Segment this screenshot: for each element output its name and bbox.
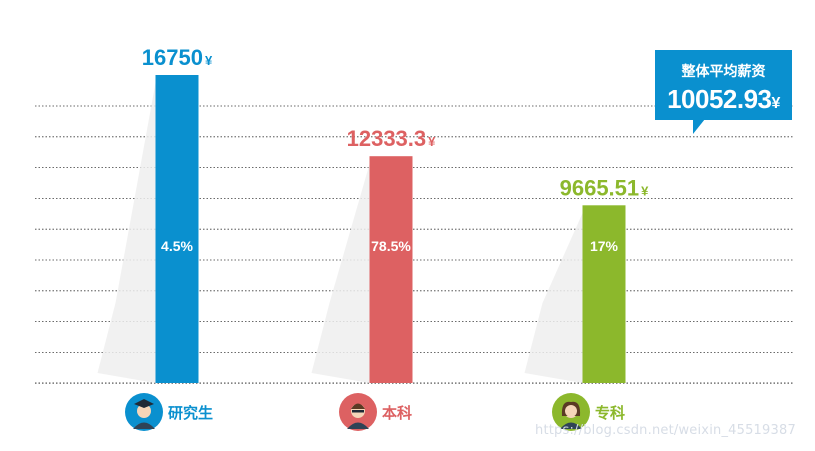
- bar-shadow: [524, 213, 583, 383]
- value-currency: ¥: [205, 53, 213, 68]
- callout-currency: ¥: [771, 95, 781, 112]
- value-label: 9665.51 ¥: [560, 175, 650, 200]
- associate-avatar-icon: [552, 393, 590, 431]
- bar: [155, 75, 199, 383]
- value-currency: ¥: [428, 134, 436, 149]
- average-salary-callout: 整体平均薪资 10052.93¥: [655, 50, 792, 134]
- value-number: 12333.3: [347, 126, 427, 151]
- value-currency: ¥: [641, 183, 649, 198]
- callout-value-wrap: 10052.93¥: [655, 84, 792, 115]
- category-label: 专科: [595, 404, 625, 422]
- bar-shadow: [97, 83, 156, 383]
- value-label: 12333.3 ¥: [347, 126, 437, 151]
- share-labels: 4.5% 78.5% 17%: [161, 238, 619, 254]
- category-labels: 研究生 本科 专科: [125, 393, 625, 431]
- share-label: 78.5%: [371, 238, 411, 254]
- category-label: 本科: [382, 404, 412, 422]
- bars: [155, 75, 626, 383]
- share-label: 17%: [590, 238, 619, 254]
- watermark: https://blog.csdn.net/weixin_45519387: [535, 423, 796, 438]
- bachelor-avatar-icon: [339, 393, 377, 431]
- value-number: 16750: [142, 45, 203, 70]
- bar: [369, 156, 413, 383]
- category-label: 研究生: [168, 404, 213, 422]
- bar: [582, 205, 626, 383]
- value-number: 9665.51: [560, 175, 640, 200]
- callout-title: 整体平均薪资: [681, 64, 766, 80]
- graduate-avatar-icon: [125, 393, 163, 431]
- bar-shadows: [97, 83, 583, 383]
- value-labels: 16750 ¥12333.3 ¥9665.51 ¥: [142, 45, 649, 200]
- callout-value: 10052.93: [667, 84, 772, 114]
- bar-shadow: [311, 164, 370, 383]
- value-label: 16750 ¥: [142, 45, 213, 70]
- share-label: 4.5%: [161, 238, 193, 254]
